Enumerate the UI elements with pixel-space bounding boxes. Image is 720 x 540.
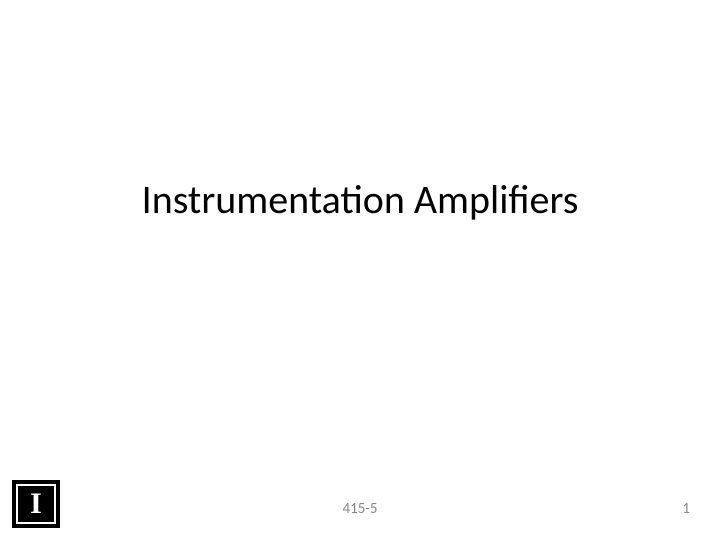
page-number: 1 xyxy=(682,500,690,518)
logo-border: I xyxy=(16,484,56,524)
slide-container: Instrumentation Amplifiers 415-5 1 I xyxy=(0,0,720,540)
footer-label: 415-5 xyxy=(0,500,720,518)
institution-logo: I xyxy=(12,480,60,528)
logo-letter: I xyxy=(30,489,42,519)
slide-title: Instrumentation Amplifiers xyxy=(0,175,720,224)
